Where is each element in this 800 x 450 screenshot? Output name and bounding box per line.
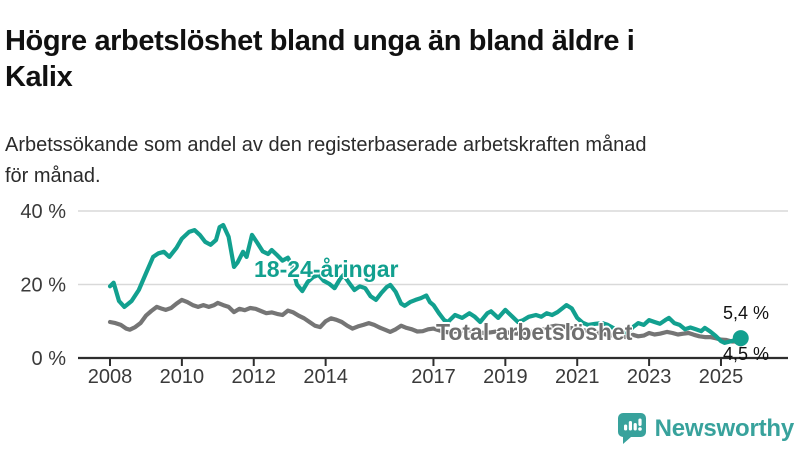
series-line-total	[107, 297, 743, 344]
x-tick-label: 2014	[303, 366, 348, 388]
x-tick-label: 2019	[483, 366, 528, 388]
x-tick-label: 2012	[232, 366, 277, 388]
chart-subtitle: Arbetssökande som andel av den registerb…	[5, 130, 795, 192]
x-tick-label: 2025	[699, 366, 744, 388]
y-tick-label: 20 %	[20, 275, 66, 297]
page-title-line1: Högre arbetslöshet bland unga än bland ä…	[5, 25, 635, 58]
page-title-line2: Kalix	[5, 61, 73, 94]
y-tick-label: 0 %	[32, 348, 67, 370]
x-tick-label: 2008	[88, 366, 133, 388]
series-line-young	[107, 222, 743, 345]
x-tick-label: 2023	[627, 366, 672, 388]
series-label-young: 18-24-åringar	[254, 256, 399, 282]
x-tick-label: 2017	[411, 366, 456, 388]
x-tick-label: 2021	[555, 366, 600, 388]
x-tick-label: 2010	[160, 366, 205, 388]
newsworthy-logo[interactable]: Newsworthy	[617, 412, 794, 445]
y-tick-label: 40 %	[20, 201, 66, 223]
end-value-label-young: 5,4 %	[723, 303, 770, 323]
page-title: Högre arbetslöshet bland unga än bland ä…	[5, 23, 795, 95]
end-value-label-total: 4,5 %	[723, 344, 770, 364]
series-label-total: Total arbetslöshet	[436, 319, 633, 345]
newsworthy-logo-text: Newsworthy	[654, 414, 795, 442]
end-dot-young	[732, 330, 749, 347]
newsworthy-bubble-chart-icon	[617, 413, 646, 444]
chart-subtitle-line1: Arbetssökande som andel av den registerb…	[5, 134, 647, 156]
chart-subtitle-line2: för månad.	[5, 165, 101, 187]
